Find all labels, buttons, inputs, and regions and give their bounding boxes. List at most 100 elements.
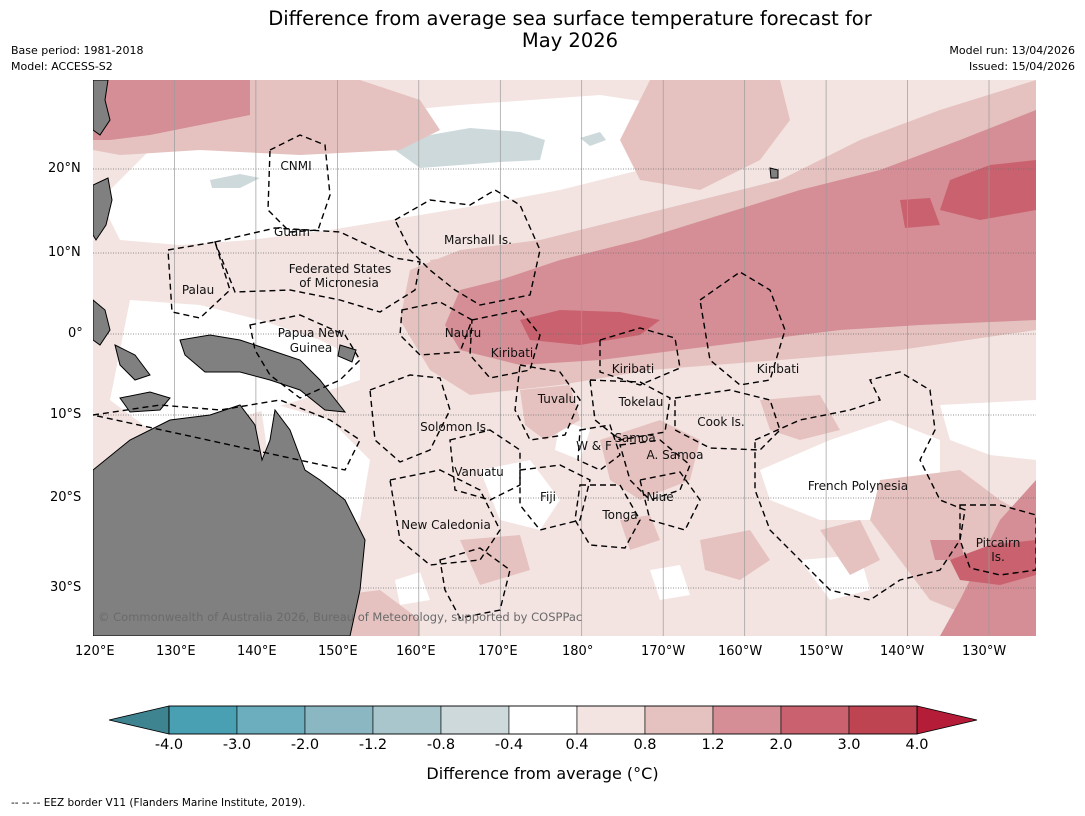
- colorbar-tick-2: -2.0: [290, 737, 320, 753]
- label-kiribati-west: Kiribati: [491, 346, 533, 360]
- model-run: Model run: 13/04/2026: [949, 44, 1075, 57]
- label-niue: Niue: [646, 490, 673, 504]
- colorbar-frame: [168, 705, 918, 735]
- label-png-line1: Papua New: [278, 326, 345, 340]
- label-marshall-islands: Marshall Is.: [444, 233, 512, 247]
- new-britain-island: [337, 344, 357, 363]
- very-strong-warm-areas: [520, 160, 1036, 585]
- lon-tick-180: 180°: [562, 644, 594, 659]
- colorbar-segments: [168, 705, 918, 735]
- label-samoa: Samoa: [614, 431, 655, 445]
- lat-tick-10n: 10°N: [48, 245, 81, 260]
- colorbar-segment: [440, 705, 510, 735]
- lon-tick-130e: 130°E: [156, 644, 196, 659]
- colorbar-segment: [168, 705, 238, 735]
- label-fsm-line2: of Micronesia: [299, 276, 379, 290]
- colorbar-segment: [304, 705, 374, 735]
- colorbar-tick-6: 0.4: [565, 737, 589, 753]
- lon-tick-120e: 120°E: [75, 644, 115, 659]
- colorbar-cap-high: [916, 705, 978, 735]
- colorbar: [108, 705, 978, 735]
- colorbar-segment: [508, 705, 578, 735]
- lat-tick-30s: 30°S: [50, 580, 82, 595]
- label-guam: Guam: [274, 225, 310, 239]
- sulawesi-island: [114, 344, 151, 381]
- lon-tick-150w: 150°W: [799, 644, 844, 659]
- lon-tick-140w: 140°W: [880, 644, 925, 659]
- colorbar-tick-7: 0.8: [633, 737, 657, 753]
- label-cook-islands: Cook Is.: [697, 415, 744, 429]
- lon-tick-130w: 130°W: [962, 644, 1007, 659]
- lon-tick-170w: 170°W: [641, 644, 686, 659]
- label-kiribati-east: Kiribati: [757, 362, 799, 376]
- label-wallis-futuna: W & F: [576, 439, 612, 453]
- label-png-line2: Guinea: [290, 341, 333, 355]
- lat-tick-20s: 20°S: [50, 490, 82, 505]
- label-palau: Palau: [182, 283, 214, 297]
- asia-coast: [93, 80, 111, 136]
- place-labels: CNMI Guam Marshall Is. Federated States …: [182, 159, 1020, 564]
- label-cnmi: CNMI: [280, 159, 311, 173]
- hawaii-island: [769, 167, 779, 179]
- meta-right: Model run: 13/04/2026 Issued: 15/04/2026: [949, 43, 1075, 75]
- eez-border-note: -- -- -- EEZ border V11 (Flanders Marine…: [11, 797, 306, 809]
- title-line-1: Difference from average sea surface temp…: [268, 7, 872, 30]
- colorbar-tick-1: -3.0: [222, 737, 252, 753]
- label-tokelau: Tokelau: [618, 395, 664, 409]
- label-kiribati-central: Kiribati: [612, 362, 654, 376]
- eez-borders: [93, 134, 1036, 619]
- meta-left: Base period: 1981-2018 Model: ACCESS-S2: [11, 43, 143, 75]
- colorbar-segment: [372, 705, 442, 735]
- lat-tick-20n: 20°N: [48, 161, 81, 176]
- lon-tick-150e: 150°E: [318, 644, 358, 659]
- colorbar-tick-8: 1.2: [701, 737, 725, 753]
- colorbar-tick-11: 4.0: [905, 737, 929, 753]
- colorbar-segment: [644, 705, 714, 735]
- colorbar-tick-9: 2.0: [769, 737, 793, 753]
- latitude-gridlines: [93, 168, 1036, 589]
- title-line-2: May 2026: [521, 29, 619, 52]
- label-fiji: Fiji: [540, 490, 556, 504]
- map-area: CNMI Guam Marshall Is. Federated States …: [93, 80, 1036, 636]
- label-american-samoa: A. Samoa: [647, 448, 704, 462]
- borneo-coast: [93, 299, 111, 346]
- colorbar-segment: [236, 705, 306, 735]
- colorbar-tick-10: 3.0: [837, 737, 861, 753]
- label-pitcairn-line1: Pitcairn: [976, 536, 1021, 550]
- new-guinea-landmass: [179, 334, 347, 413]
- lon-tick-170e: 170°E: [478, 644, 518, 659]
- lon-tick-160e: 160°E: [396, 644, 436, 659]
- cool-anomaly-patches: [210, 128, 606, 188]
- label-vanuatu: Vanuatu: [454, 465, 504, 479]
- colorbar-tick-5: -0.4: [494, 737, 524, 753]
- colorbar-segment: [576, 705, 646, 735]
- issued-date: Issued: 15/04/2026: [968, 60, 1075, 73]
- copyright-notice: © Commonwealth of Australia 2026, Bureau…: [98, 610, 582, 624]
- australia-landmass: [93, 404, 366, 636]
- lat-tick-0: 0°: [68, 326, 83, 341]
- label-fsm-line1: Federated States: [289, 262, 391, 276]
- label-tonga: Tonga: [601, 508, 637, 522]
- label-new-caledonia: New Caledonia: [401, 518, 491, 532]
- label-tuvalu: Tuvalu: [537, 392, 577, 406]
- lon-tick-160w: 160°W: [718, 644, 763, 659]
- colorbar-tick-3: -1.2: [358, 737, 388, 753]
- label-solomon-islands: Solomon Is.: [420, 420, 490, 434]
- lon-tick-140e: 140°E: [237, 644, 277, 659]
- colorbar-tick-0: -4.0: [154, 737, 184, 753]
- label-pitcairn-line2: Is.: [991, 550, 1005, 564]
- model-name: Model: ACCESS-S2: [11, 60, 113, 73]
- colorbar-cap-low: [108, 705, 170, 735]
- lat-tick-10s: 10°S: [50, 407, 82, 422]
- base-period: Base period: 1981-2018: [11, 44, 144, 57]
- colorbar-tick-4: -0.8: [426, 737, 456, 753]
- colorbar-segment: [780, 705, 850, 735]
- map-title: Difference from average sea surface temp…: [0, 8, 1085, 52]
- label-french-polynesia: French Polynesia: [808, 479, 908, 493]
- colorbar-segment: [848, 705, 918, 735]
- landmasses: [93, 80, 779, 636]
- philippines-islands: [93, 177, 113, 241]
- colorbar-title: Difference from average (°C): [426, 764, 659, 783]
- colorbar-segment: [712, 705, 782, 735]
